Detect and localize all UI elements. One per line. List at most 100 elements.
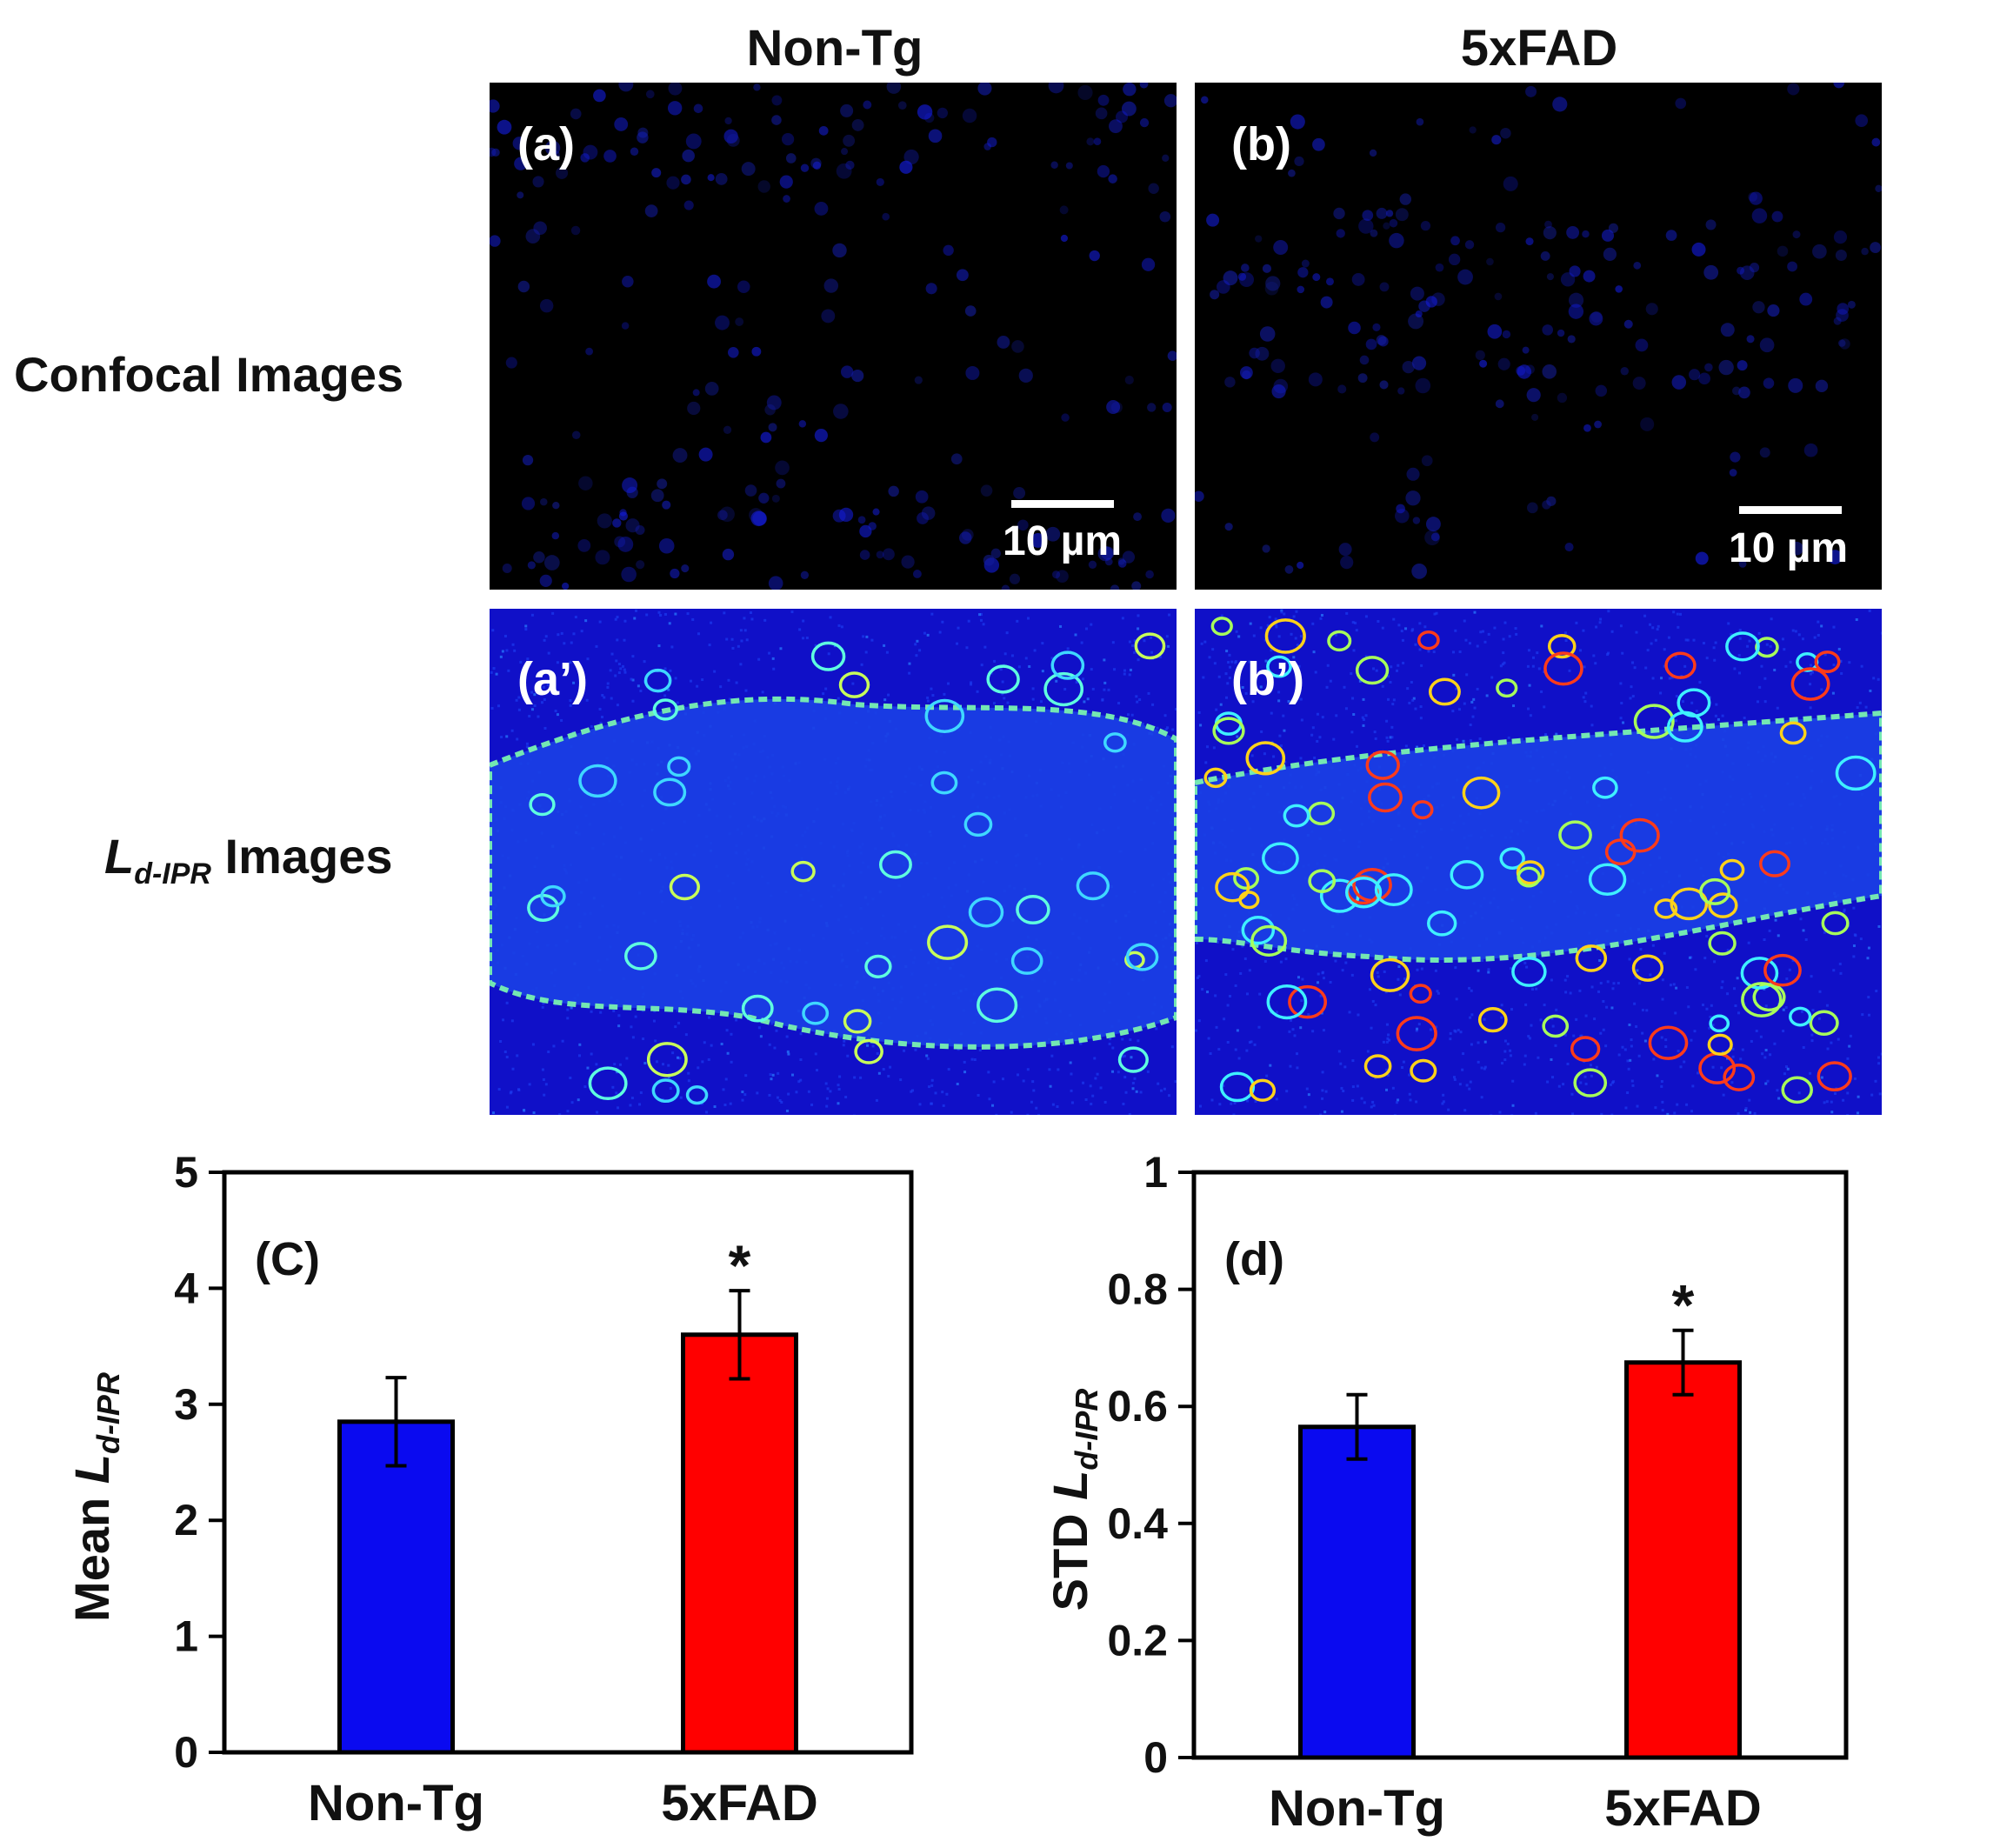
noise-pixel [814,644,817,647]
noise-pixel [623,670,627,674]
noise-pixel [768,1093,771,1097]
noise-pixel [1381,684,1384,688]
noise-pixel [1811,1009,1815,1012]
nucleus-dot [836,163,852,179]
noise-pixel [1698,681,1702,684]
noise-pixel [1344,707,1348,711]
cell-ring [864,954,892,978]
noise-pixel [497,1088,501,1091]
nucleus-dot [1495,222,1506,233]
nucleus-dot [1500,127,1511,139]
noise-pixel [1487,971,1490,974]
nucleus-dot [800,570,810,579]
noise-pixel [1683,1060,1686,1064]
nucleus-dot [1546,496,1557,506]
noise-pixel [1003,697,1006,700]
nucleus-dot [1502,330,1511,339]
noise-pixel [768,651,771,655]
noise-pixel [1826,1047,1830,1051]
noise-pixel [930,612,934,616]
noise-pixel [1311,1030,1315,1033]
noise-pixel [507,669,510,672]
noise-pixel [1708,1026,1711,1030]
noise-pixel [1666,1112,1670,1115]
nucleus-dot [540,497,548,506]
noise-pixel [1218,1103,1222,1106]
noise-pixel [1809,672,1812,676]
noise-pixel [1117,702,1121,705]
noise-pixel [1526,664,1530,668]
noise-pixel [992,1080,996,1084]
nucleus-dot [983,554,995,566]
nucleus-dot [1133,512,1143,522]
noise-pixel [1199,724,1203,727]
noise-pixel [1284,957,1288,961]
noise-pixel [1295,610,1298,613]
nucleus-dot [977,83,992,96]
noise-pixel [1761,1052,1764,1056]
noise-pixel [1381,626,1384,630]
noise-pixel [862,635,865,638]
noise-pixel [1076,679,1079,683]
noise-pixel [1732,987,1736,991]
noise-pixel [1831,691,1835,695]
noise-pixel [639,1091,643,1094]
noise-pixel [1830,1100,1833,1104]
noise-pixel [1593,1017,1597,1021]
noise-pixel [1568,669,1571,672]
noise-pixel [1416,1027,1419,1031]
noise-pixel [980,618,983,622]
noise-pixel [533,704,537,708]
noise-pixel [1566,975,1570,978]
noise-pixel [606,685,610,689]
noise-pixel [1692,638,1696,642]
noise-pixel [1275,1011,1278,1014]
noise-pixel [599,1011,603,1014]
noise-pixel [1777,1097,1781,1100]
cell-ring [1233,867,1260,891]
noise-pixel [1334,959,1337,963]
noise-pixel [612,1009,616,1012]
nucleus-dot [1294,156,1304,167]
noise-pixel [1820,688,1823,691]
nucleus-dot [1237,272,1247,281]
noise-pixel [1493,626,1497,630]
nucleus-dot [757,180,770,193]
noise-pixel [1279,744,1283,748]
nucleus-dot [1370,229,1378,237]
nucleus-dot [1464,240,1475,250]
noise-pixel [978,613,982,617]
noise-pixel [1784,1006,1788,1010]
noise-pixel [1858,701,1862,704]
noise-pixel [611,1085,615,1089]
noise-pixel [630,1025,633,1029]
noise-pixel [595,644,598,648]
cell-ring [1654,898,1678,919]
nucleus-dot [1370,432,1380,443]
noise-pixel [1823,653,1827,657]
cell-ring [1266,655,1292,678]
nucleus-dot [1097,546,1113,562]
ldipr-image-5xfad: (b’) [1195,609,1882,1115]
noise-pixel [1299,697,1303,701]
noise-pixel [710,621,713,624]
noise-pixel [1371,999,1375,1003]
noise-pixel [1502,651,1505,655]
noise-pixel [515,698,518,702]
nucleus-dot [552,150,561,159]
noise-pixel [1868,1013,1871,1017]
noise-pixel [1236,735,1239,738]
noise-pixel [614,674,617,677]
noise-pixel [1259,626,1263,630]
noise-pixel [1676,1103,1679,1106]
noise-pixel [1510,967,1513,971]
noise-pixel [883,698,887,702]
noise-pixel [687,1071,690,1075]
noise-pixel [1607,610,1610,613]
noise-pixel [563,642,566,645]
noise-pixel [1420,664,1423,667]
noise-pixel [1362,717,1365,721]
noise-pixel [807,1090,810,1093]
noise-pixel [1584,1082,1588,1085]
noise-pixel [1641,1031,1644,1035]
